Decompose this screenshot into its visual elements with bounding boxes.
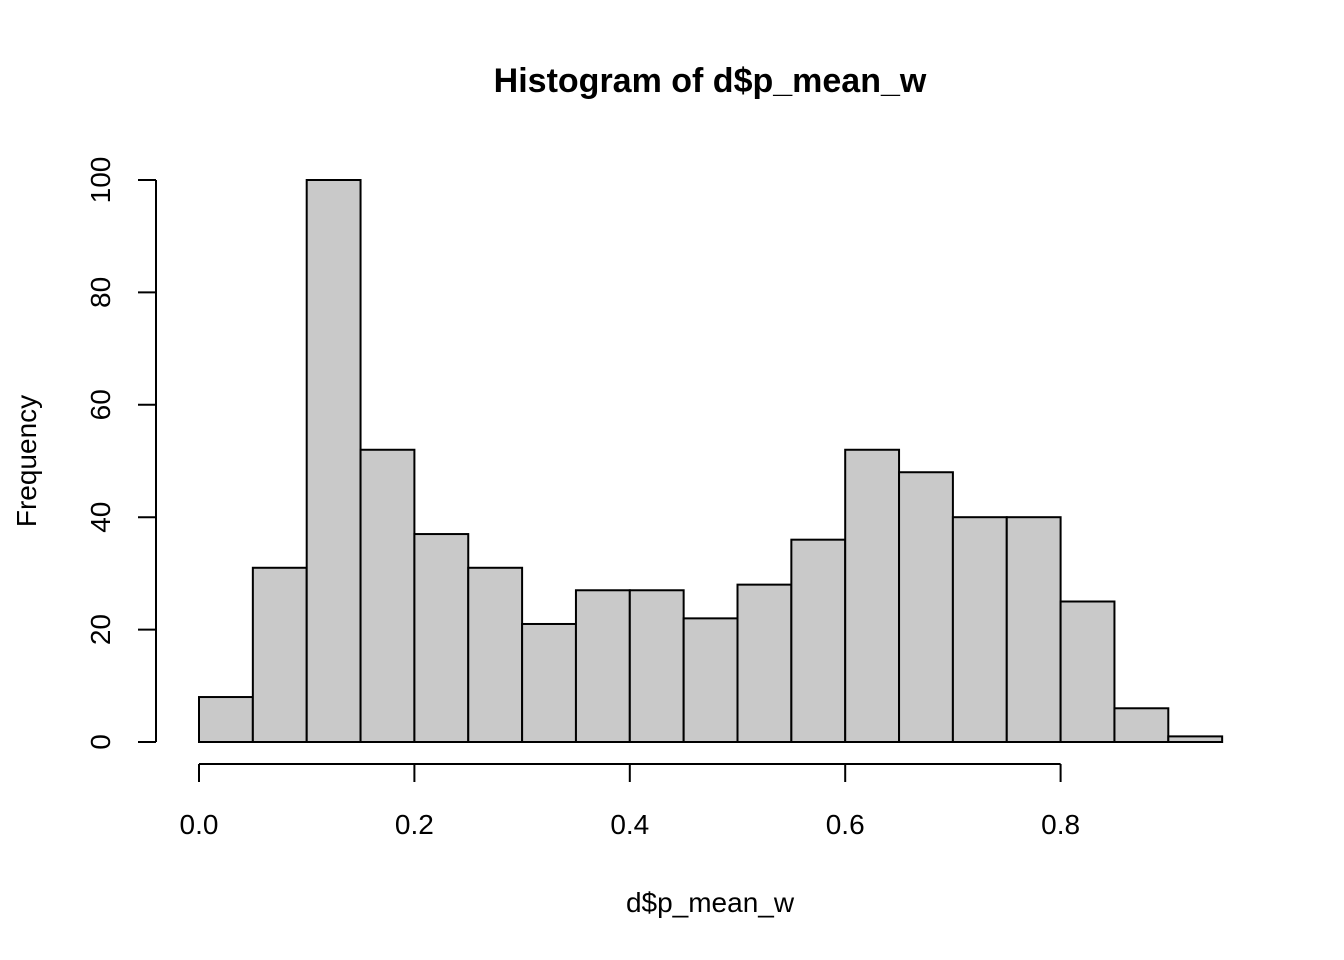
histogram-bar bbox=[359, 448, 416, 743]
histogram-bar bbox=[898, 471, 954, 743]
y-tick-label: 40 bbox=[85, 502, 116, 533]
y-tick-label: 100 bbox=[85, 157, 116, 204]
x-tick-label: 0.4 bbox=[610, 809, 649, 840]
histogram-bar bbox=[521, 622, 577, 743]
bars-group bbox=[198, 179, 1224, 744]
histogram-bar bbox=[1059, 600, 1116, 743]
x-axis: 0.0 0.2 0.4 0.6 0.8 bbox=[180, 763, 1080, 840]
y-axis: 0 20 40 60 80 100 bbox=[85, 157, 157, 750]
histogram-bar bbox=[628, 589, 685, 744]
y-axis-label: Frequency bbox=[11, 395, 42, 527]
histogram-bar bbox=[198, 696, 254, 743]
histogram-bar bbox=[1113, 707, 1170, 744]
histogram-bar bbox=[251, 566, 308, 744]
y-tick-label: 20 bbox=[85, 614, 116, 645]
histogram-bar bbox=[682, 617, 739, 743]
histogram-bar bbox=[790, 538, 847, 743]
y-tick-label: 0 bbox=[85, 734, 116, 750]
histogram-bar bbox=[951, 516, 1008, 744]
histogram-bar bbox=[305, 179, 362, 743]
chart-title: Histogram of d$p_mean_w bbox=[494, 62, 927, 100]
histogram-bar bbox=[413, 533, 470, 743]
x-tick-label: 0.2 bbox=[395, 809, 434, 840]
histogram-bar bbox=[736, 583, 793, 744]
histogram-bar bbox=[844, 448, 901, 743]
x-tick-label: 0.8 bbox=[1041, 809, 1080, 840]
histogram-bar bbox=[1167, 735, 1224, 744]
histogram-bar bbox=[1005, 516, 1062, 744]
histogram-bar bbox=[467, 566, 524, 744]
y-tick-label: 80 bbox=[85, 277, 116, 308]
x-axis-label: d$p_mean_w bbox=[626, 887, 795, 918]
x-tick-label: 0.6 bbox=[826, 809, 865, 840]
x-tick-label: 0.0 bbox=[180, 809, 219, 840]
y-tick-label: 60 bbox=[85, 389, 116, 420]
histogram-bar bbox=[574, 589, 631, 744]
